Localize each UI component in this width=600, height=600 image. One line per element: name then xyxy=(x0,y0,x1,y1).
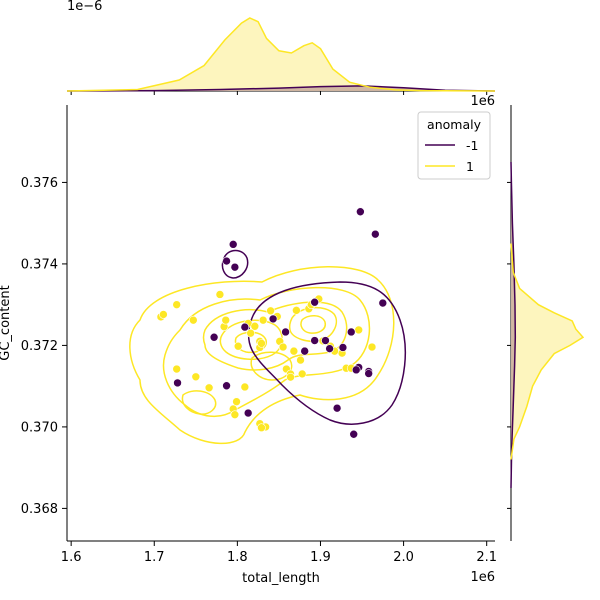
scatter-point-1 xyxy=(278,342,288,352)
scatter-point-neg1 xyxy=(243,408,253,418)
marginal-x-axes: 1e−6 xyxy=(66,0,496,95)
scatter-point-neg1 xyxy=(325,344,334,353)
scatter-point-neg1 xyxy=(310,297,319,307)
marginal-x-ticks xyxy=(70,91,488,95)
scatter-point-1 xyxy=(221,315,231,325)
marginal-x-kde-fill-1 xyxy=(67,18,495,91)
scatter-point-neg1 xyxy=(173,378,182,388)
x-tick-label: 2.1 xyxy=(476,550,497,565)
marginal-x-kde-line-neg1 xyxy=(66,85,496,92)
scatter-point-neg1 xyxy=(209,332,219,342)
legend-title: anomaly xyxy=(427,117,482,132)
x-tick-label: 1.9 xyxy=(310,550,331,565)
scatter-point-1 xyxy=(191,372,201,382)
scatter-point-1 xyxy=(159,310,168,319)
x-offset-label: 1e6 xyxy=(470,570,495,585)
marginal-y-offset-label: 1e6 xyxy=(470,94,495,109)
joint-axes xyxy=(66,105,495,542)
scatter-point-1 xyxy=(257,423,266,433)
legend-label-1: 1 xyxy=(466,159,474,174)
kde-contours-anomaly-1 xyxy=(129,266,395,445)
scatter-point-neg1 xyxy=(240,322,250,332)
scatter-point-1 xyxy=(204,383,214,393)
scatter-point-1 xyxy=(240,382,250,392)
scatter-point-neg1 xyxy=(321,336,330,345)
x-tick-label: 1.6 xyxy=(61,550,82,565)
kde-contour-neg1-small xyxy=(221,249,249,279)
scatter-point-1 xyxy=(246,328,255,338)
y-tick-label: 0.376 xyxy=(21,176,58,191)
y-tick-label: 0.372 xyxy=(21,339,58,354)
scatter-point-neg1 xyxy=(356,207,365,217)
scatter-series-neg1 xyxy=(173,207,388,439)
y-axis-title: GC_content xyxy=(0,285,13,360)
scatter-point-neg1 xyxy=(346,327,356,337)
scatter-point-1 xyxy=(232,397,241,406)
scatter-point-1 xyxy=(233,341,243,351)
scatter-point-1 xyxy=(286,372,295,382)
y-axis-ticks: 0.368 0.370 0.372 0.374 0.376 xyxy=(21,176,67,517)
scatter-point-1 xyxy=(266,306,275,316)
marginal-y-kde-fill-neg1 xyxy=(511,162,516,488)
x-axis-title: total_length xyxy=(242,571,320,586)
scatter-point-1 xyxy=(172,300,182,309)
scatter-point-neg1 xyxy=(338,343,348,352)
kde-contour-neg1-outer xyxy=(247,281,406,425)
scatter-point-neg1 xyxy=(351,365,361,375)
scatter-point-1 xyxy=(230,410,240,419)
marginal-y-kde-line-neg1 xyxy=(510,161,517,489)
kde-contour-1-level-8 xyxy=(181,390,217,415)
kde-contours-anomaly-neg1 xyxy=(221,249,406,425)
scatter-point-neg1 xyxy=(378,298,388,308)
x-tick-label: 2.0 xyxy=(393,550,414,565)
scatter-point-1 xyxy=(250,321,260,331)
kde-contour-1-level-3 xyxy=(202,301,348,371)
scatter-point-1 xyxy=(297,369,307,379)
scatter-point-neg1 xyxy=(222,256,231,266)
scatter-point-1 xyxy=(172,364,182,374)
legend: anomaly -1 1 xyxy=(417,111,491,180)
x-tick-label: 1.7 xyxy=(144,550,165,565)
scatter-point-neg1 xyxy=(332,403,342,413)
scatter-point-1 xyxy=(258,315,268,325)
marginal-x-offset-label: 1e−6 xyxy=(67,0,102,14)
legend-label-neg1: -1 xyxy=(466,138,478,153)
y-tick-label: 0.370 xyxy=(21,420,58,435)
scatter-point-1 xyxy=(215,290,225,299)
scatter-point-neg1 xyxy=(371,229,380,239)
scatter-point-neg1 xyxy=(310,336,319,345)
scatter-point-1 xyxy=(354,325,364,335)
scatter-point-neg1 xyxy=(268,314,278,324)
marginal-y-kde-fill-1 xyxy=(511,243,583,460)
marginal-y-axes: 1e6 xyxy=(470,94,585,541)
y-tick-label: 0.368 xyxy=(21,502,58,517)
x-axis-ticks: 1.6 1.7 1.8 1.9 2.0 2.1 xyxy=(61,541,497,565)
kde-contour-1-level-1 xyxy=(129,266,395,445)
scatter-point-1 xyxy=(292,306,301,315)
marginal-y-kde-line-1 xyxy=(510,243,585,460)
scatter-point-neg1 xyxy=(349,429,359,439)
kde-contour-1-level-7 xyxy=(300,315,327,334)
scatter-point-1 xyxy=(257,339,266,348)
scatter-point-neg1 xyxy=(281,327,290,337)
kde-contour-1-level-4 xyxy=(219,319,283,360)
scatter-point-1 xyxy=(296,355,305,365)
scatter-point-1 xyxy=(289,346,299,356)
scatter-point-neg1 xyxy=(300,346,309,356)
scatter-point-neg1 xyxy=(364,369,373,378)
x-tick-label: 1.8 xyxy=(227,550,248,565)
marginal-x-kde-line-1 xyxy=(66,17,496,92)
marginal-y-ticks xyxy=(507,181,511,509)
scatter-point-1 xyxy=(367,342,377,352)
scatter-point-neg1 xyxy=(230,262,240,272)
scatter-point-1 xyxy=(189,315,198,325)
scatter-point-neg1 xyxy=(222,381,231,391)
y-tick-label: 0.374 xyxy=(21,257,58,272)
scatter-point-neg1 xyxy=(228,240,238,249)
